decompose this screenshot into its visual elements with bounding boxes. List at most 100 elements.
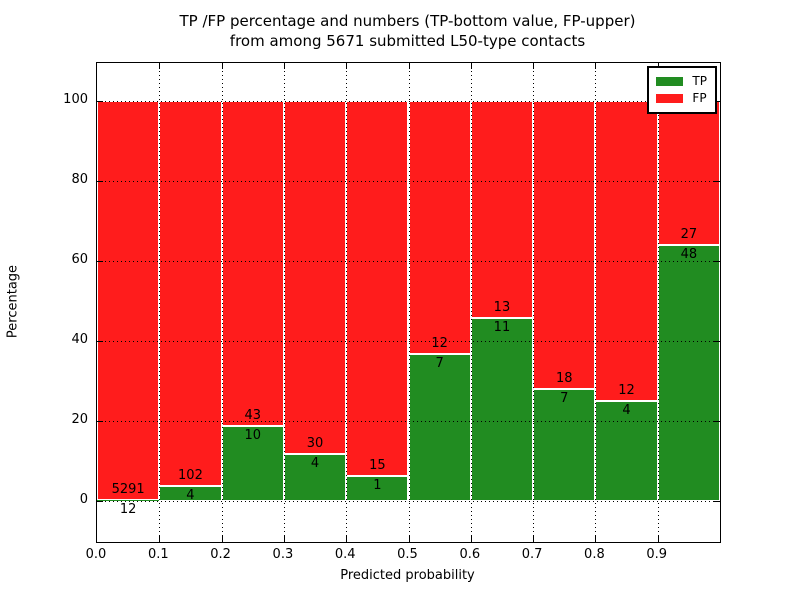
x-tick-mark	[159, 63, 161, 69]
y-tick-mark	[714, 181, 720, 182]
vertical-gridline	[408, 63, 410, 542]
tp-count-label: 48	[680, 247, 698, 262]
x-tick-label: 0.8	[584, 547, 605, 562]
x-tick-label: 0.9	[646, 547, 668, 562]
y-tick-mark	[714, 101, 720, 102]
chart-title: TP /FP percentage and numbers (TP-bottom…	[96, 12, 719, 52]
x-tick-mark	[221, 536, 223, 542]
x-tick-mark	[346, 536, 348, 542]
fp-count-label: 12	[618, 383, 635, 398]
tp-count-label: 12	[119, 502, 137, 518]
tp-count-label: 4	[186, 487, 195, 503]
vertical-gridline	[657, 63, 659, 542]
x-tick-label: 0.0	[85, 547, 107, 562]
horizontal-gridline	[97, 101, 720, 102]
y-axis-label: Percentage	[5, 264, 21, 339]
x-tick-mark	[159, 536, 161, 542]
y-tick-mark	[714, 261, 720, 262]
y-tick-label: 60	[71, 252, 88, 267]
y-tick-label: 100	[63, 92, 88, 107]
y-tick-mark	[97, 101, 103, 102]
x-tick-mark	[408, 63, 410, 69]
x-tick-label: 0.4	[334, 547, 356, 562]
grid-layer	[97, 63, 720, 542]
y-tick-label: 80	[71, 172, 88, 187]
bar-labels-layer: 5291 12 102 4 43 10 30 4 15 1 12 7 13 11 18 7 12 4 27 48	[97, 63, 720, 542]
tp-count-label: 7	[435, 355, 444, 371]
fp-legend-swatch	[656, 94, 684, 103]
tp-legend-swatch	[656, 77, 684, 86]
x-tick-mark	[221, 63, 223, 69]
horizontal-gridline	[97, 501, 720, 502]
x-tick-mark	[408, 536, 410, 542]
fp-count-label: 102	[178, 467, 203, 483]
axis-ticks-layer	[97, 63, 720, 542]
vertical-gridline	[283, 63, 285, 542]
legend-label: TP	[692, 74, 707, 88]
legend-item-tp: TP	[656, 73, 707, 90]
x-tick-mark	[657, 536, 659, 542]
fp-bar-segment	[221, 101, 284, 426]
chart-title-line2: from among 5671 submitted L50-type conta…	[229, 31, 586, 50]
x-axis-label: Predicted probability	[340, 568, 475, 583]
y-tick-mark	[714, 501, 720, 502]
chart-title-line1: TP /FP percentage and numbers (TP-bottom…	[179, 12, 636, 30]
x-tick-mark	[533, 536, 535, 542]
horizontal-gridline	[97, 341, 720, 342]
y-tick-mark	[97, 421, 103, 422]
tp-count-label: 4	[310, 455, 320, 471]
y-tick-mark	[97, 181, 103, 182]
y-tick-label: 0	[79, 492, 88, 507]
legend: TP FP	[647, 66, 717, 114]
x-tick-mark	[346, 63, 348, 69]
x-tick-mark	[533, 63, 535, 69]
tp-bar-segment	[283, 453, 347, 501]
legend-item-fp: FP	[656, 90, 707, 107]
y-tick-mark	[714, 421, 720, 422]
x-tick-label: 0.7	[521, 547, 543, 562]
fp-count-label: 15	[369, 458, 386, 473]
tp-count-label: 7	[560, 391, 569, 406]
fp-count-label: 27	[680, 227, 698, 242]
y-tick-mark	[97, 501, 103, 502]
fp-count-label: 18	[555, 371, 573, 386]
x-tick-mark	[283, 63, 285, 69]
plot-area: 5291 12 102 4 43 10 30 4 15 1 12 7 13 11 18 7 12 4 27 48 TP…	[96, 62, 721, 543]
tp-count-label: 4	[622, 403, 631, 418]
y-tick-mark	[714, 341, 720, 342]
tp-bar-segment	[97, 500, 160, 502]
x-tick-mark	[283, 536, 285, 542]
vertical-gridline	[159, 63, 161, 542]
x-tick-mark	[595, 63, 597, 69]
vertical-gridline	[221, 63, 223, 542]
x-tick-mark	[470, 536, 472, 542]
tp-bar-segment	[470, 317, 534, 501]
vertical-gridline	[595, 63, 597, 542]
fp-bar-segment	[408, 101, 471, 354]
tp-count-label: 11	[493, 319, 511, 335]
y-tick-mark	[97, 261, 103, 262]
tp-bar-segment	[221, 425, 284, 501]
x-tick-mark	[595, 536, 597, 542]
horizontal-gridline	[97, 261, 720, 262]
fp-count-label: 43	[244, 407, 262, 423]
tp-count-label: 10	[244, 427, 262, 443]
y-tick-label: 40	[71, 332, 88, 347]
tp-bar-segment	[657, 245, 720, 501]
y-tick-mark	[97, 341, 103, 342]
vertical-gridline	[533, 63, 535, 542]
x-tick-label: 0.6	[459, 547, 481, 562]
vertical-gridline	[346, 63, 348, 542]
y-tick-label: 20	[71, 412, 88, 427]
fp-count-label: 30	[306, 435, 324, 451]
fp-count-label: 12	[431, 335, 448, 351]
x-tick-label: 0.3	[272, 547, 294, 562]
tp-count-label: 1	[373, 478, 382, 493]
tp-bar-segment	[533, 389, 596, 501]
vertical-gridline	[470, 63, 472, 542]
horizontal-gridline	[97, 181, 720, 182]
x-tick-label: 0.2	[210, 547, 231, 562]
x-tick-mark	[470, 63, 472, 69]
horizontal-gridline	[97, 421, 720, 422]
